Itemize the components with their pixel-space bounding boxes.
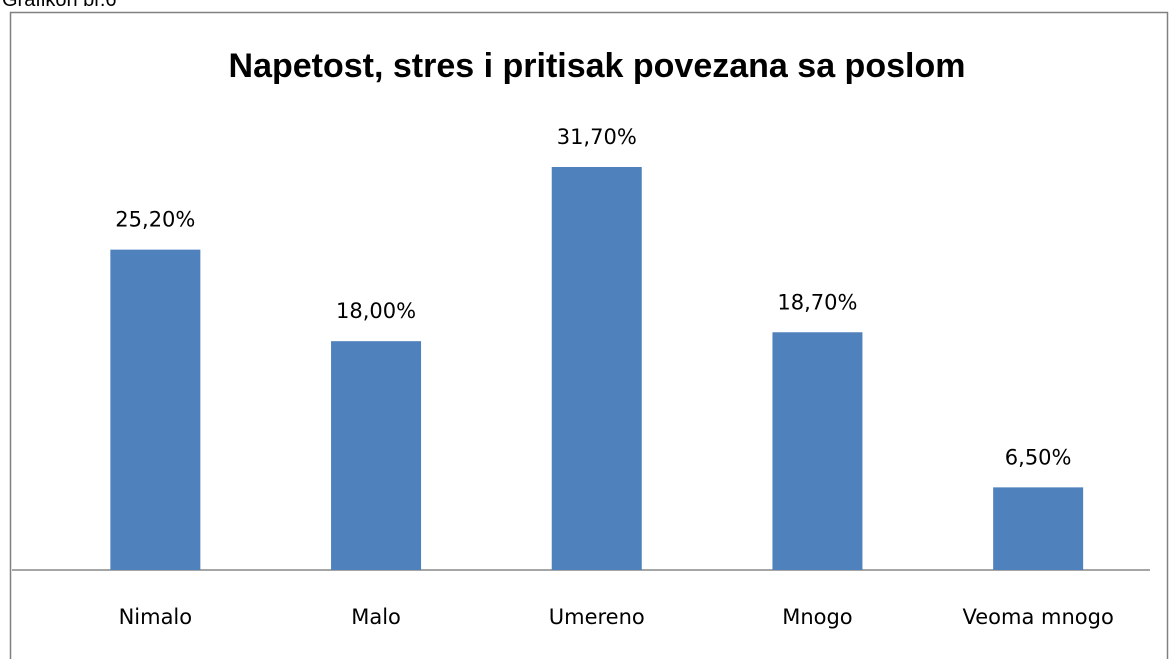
data-label: 18,00%: [336, 299, 416, 323]
bar: [772, 332, 863, 570]
x-tick-label: Umereno: [549, 605, 645, 629]
data-label: 25,20%: [115, 208, 195, 232]
data-label: 18,70%: [777, 290, 857, 314]
bar: [110, 249, 201, 570]
chart-title: Napetost, stres i pritisak povezana sa p…: [229, 47, 966, 85]
x-tick-label: Nimalo: [119, 605, 193, 629]
bar: [331, 341, 422, 570]
caption: Grafikon br.6: [2, 0, 117, 11]
bar: [551, 167, 642, 570]
bar: [993, 487, 1084, 570]
chart-frame: [9, 11, 1169, 659]
data-label: 31,70%: [557, 125, 637, 149]
x-tick-label: Mnogo: [782, 605, 852, 629]
x-tick-label: Malo: [351, 605, 401, 629]
data-label: 6,50%: [1005, 445, 1072, 469]
x-tick-label: Veoma mnogo: [963, 605, 1114, 629]
